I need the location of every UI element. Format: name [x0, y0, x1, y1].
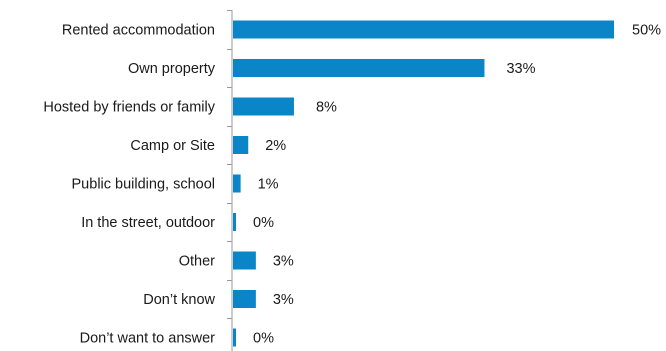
bar	[233, 136, 248, 154]
bar	[233, 329, 236, 347]
category-label: Public building, school	[72, 177, 215, 193]
value-label: 3%	[273, 292, 294, 308]
bar	[233, 98, 294, 116]
category-label: Hosted by friends or family	[43, 100, 215, 116]
value-label: 8%	[316, 100, 337, 116]
value-label: 0%	[253, 331, 274, 347]
bar	[233, 175, 241, 193]
category-label: Don’t want to answer	[80, 331, 216, 347]
value-label: 0%	[253, 215, 274, 231]
axis-layer	[227, 10, 232, 351]
value-label: 1%	[258, 177, 279, 193]
value-label: 3%	[273, 254, 294, 270]
category-label: Don’t know	[143, 292, 215, 308]
bar	[233, 252, 256, 270]
bar	[233, 59, 484, 77]
bar	[233, 290, 256, 308]
bar	[233, 213, 236, 231]
category-label: In the street, outdoor	[81, 215, 215, 231]
value-label: 50%	[632, 23, 661, 39]
category-label: Other	[179, 254, 215, 270]
category-label: Own property	[128, 61, 216, 77]
category-label: Camp or Site	[130, 138, 215, 154]
value-label: 2%	[265, 138, 286, 154]
category-label: Rented accommodation	[62, 23, 215, 39]
bar	[233, 21, 614, 39]
value-label: 33%	[506, 61, 535, 77]
